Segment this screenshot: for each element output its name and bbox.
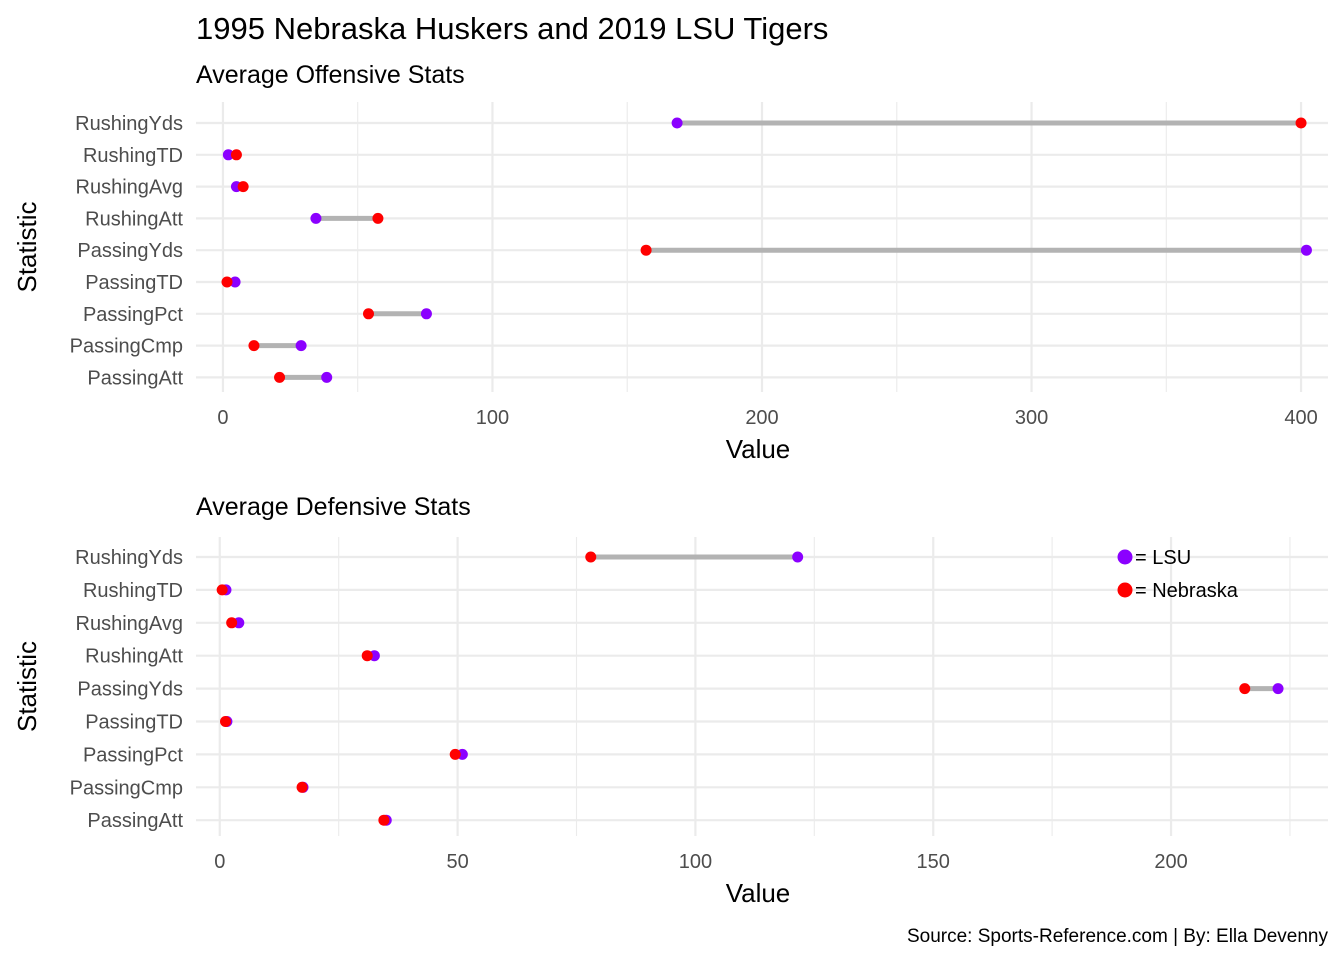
- nebraska-point: [361, 650, 373, 662]
- nebraska-point: [221, 276, 233, 288]
- category-label: RushingAtt: [85, 646, 183, 668]
- category-label: PassingTD: [85, 272, 183, 294]
- lsu-point: [792, 551, 804, 563]
- nebraska-point: [274, 371, 286, 383]
- x-tick-label: 0: [217, 407, 228, 429]
- y-axis-title: Statistic: [12, 641, 42, 732]
- category-label: PassingCmp: [70, 336, 183, 358]
- x-axis-title: Value: [726, 878, 791, 908]
- category-label: RushingAvg: [76, 177, 183, 199]
- panel-subtitle: Average Defensive Stats: [196, 493, 471, 521]
- defense-panel: Average Defensive Stats RushingYds Rushing…: [12, 493, 1328, 908]
- category-label: PassingYds: [77, 679, 183, 701]
- lsu-point: [1272, 683, 1284, 695]
- legend-lsu-key: [1117, 549, 1133, 565]
- nebraska-point: [230, 149, 242, 161]
- x-tick-label: 100: [679, 851, 712, 873]
- y-axis-title: Statistic: [12, 201, 42, 292]
- lsu-point: [420, 308, 432, 320]
- category-label: PassingAtt: [87, 810, 183, 832]
- legend-label: = LSU: [1135, 547, 1191, 569]
- lsu-point: [321, 371, 333, 383]
- lsu-point: [229, 276, 241, 288]
- x-tick-label: 200: [1154, 851, 1187, 873]
- nebraska-point: [237, 181, 249, 193]
- lsu-point: [1300, 244, 1312, 256]
- x-tick-label: 50: [446, 851, 468, 873]
- nebraska-point: [216, 584, 228, 596]
- category-label: PassingYds: [77, 240, 183, 262]
- category-label: RushingTD: [83, 580, 183, 602]
- x-tick-label: 400: [1284, 407, 1317, 429]
- category-label: PassingPct: [83, 744, 183, 766]
- nebraska-point: [372, 212, 384, 224]
- x-tick-label: 200: [745, 407, 778, 429]
- lsu-point: [310, 212, 322, 224]
- offense-panel: Average Offensive Stats RushingYds Rushing…: [12, 61, 1328, 464]
- nebraska-point: [362, 308, 374, 320]
- nebraska-point: [640, 244, 652, 256]
- x-tick-label: 150: [917, 851, 950, 873]
- category-label: PassingTD: [85, 712, 183, 734]
- legend-nebraska-key: [1117, 582, 1133, 598]
- category-label: RushingTD: [83, 145, 183, 167]
- category-label: PassingCmp: [70, 777, 183, 799]
- nebraska-point: [1239, 683, 1251, 695]
- nebraska-point: [248, 340, 260, 352]
- legend-label: = Nebraska: [1135, 580, 1239, 602]
- lsu-point: [295, 340, 307, 352]
- x-axis-title: Value: [726, 434, 791, 464]
- chart-title: 1995 Nebraska Huskers and 2019 LSU Tiger…: [196, 11, 828, 46]
- category-label: PassingAtt: [87, 367, 183, 389]
- nebraska-point: [378, 814, 390, 826]
- nebraska-point: [219, 716, 231, 727]
- legend: = LSU = Nebraska: [1117, 547, 1239, 602]
- nebraska-point: [449, 748, 461, 760]
- lsu-point: [222, 149, 234, 161]
- nebraska-point: [1295, 117, 1307, 129]
- x-tick-label: 300: [1015, 407, 1048, 429]
- category-label: RushingYds: [75, 113, 183, 135]
- caption: Source: Sports-Reference.com | By: Ella …: [907, 926, 1329, 947]
- category-label: RushingAvg: [76, 613, 183, 635]
- category-label: PassingPct: [83, 304, 183, 326]
- x-tick-label: 100: [476, 407, 509, 429]
- x-tick-label: 0: [214, 851, 225, 873]
- nebraska-point: [226, 617, 238, 629]
- panel-subtitle: Average Offensive Stats: [196, 61, 465, 89]
- category-label: RushingYds: [75, 547, 183, 569]
- nebraska-point: [585, 551, 597, 563]
- category-label: RushingAtt: [85, 208, 183, 230]
- nebraska-point: [296, 781, 308, 793]
- lsu-point: [671, 117, 683, 129]
